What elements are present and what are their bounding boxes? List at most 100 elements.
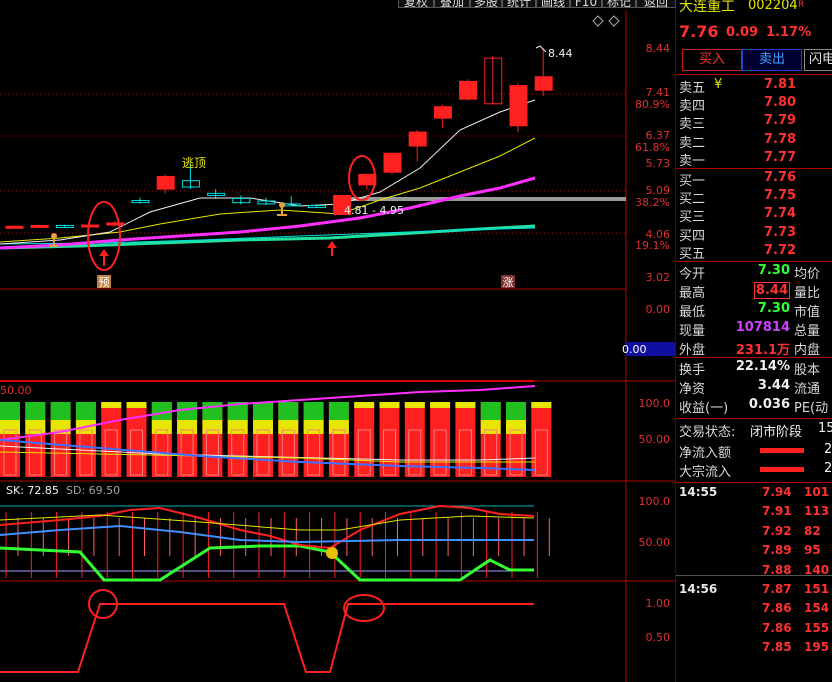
stats-button[interactable]: 统计 bbox=[502, 0, 536, 9]
rise-marker-box bbox=[501, 275, 515, 288]
tick-row[interactable]: 7.88 140 bbox=[676, 563, 832, 582]
sk-bar bbox=[410, 512, 424, 578]
kd-magenta-line bbox=[0, 385, 536, 441]
scale-label: 0.50 bbox=[645, 631, 671, 644]
kd-bar bbox=[25, 402, 46, 477]
trade-status-value: 闭市阶段 bbox=[750, 425, 803, 440]
sk-bar bbox=[486, 512, 500, 578]
kd-bar bbox=[506, 402, 526, 477]
support-band bbox=[340, 197, 626, 201]
ask-row[interactable]: 卖五 ¥7.81 bbox=[676, 77, 832, 96]
ask-row[interactable]: 卖二 7.78 bbox=[676, 132, 832, 151]
fund-row[interactable]: 净资 3.44 流通 bbox=[676, 378, 832, 397]
scale-label: 6.37 bbox=[645, 129, 671, 142]
up-arrow-icon bbox=[327, 241, 337, 256]
tick-row[interactable]: 14:56 7.87 151 bbox=[676, 582, 832, 601]
candle bbox=[30, 224, 49, 228]
bid-row[interactable]: 买四 7.73 bbox=[676, 225, 832, 244]
sk-bar bbox=[233, 512, 247, 578]
tick-row[interactable]: 7.92 82 bbox=[676, 524, 832, 543]
sk-bar bbox=[132, 512, 145, 578]
multi-stock-button[interactable]: 多股 bbox=[470, 0, 502, 9]
kd-bar bbox=[480, 402, 501, 477]
kd-yellow-line bbox=[0, 451, 535, 463]
fuquan-button[interactable]: 复权 bbox=[398, 0, 434, 9]
ask-price: 7.81 bbox=[764, 77, 797, 92]
kd-bar bbox=[328, 402, 349, 477]
ask-level-label: 卖五 bbox=[679, 81, 706, 96]
bid-row[interactable]: 买五 7.72 bbox=[676, 243, 832, 262]
stat-value: 231.1万 bbox=[735, 343, 790, 358]
stat-row[interactable]: 外盘 231.1万 内盘 bbox=[676, 339, 832, 358]
flow-row[interactable]: 大宗流入 2 bbox=[676, 461, 832, 480]
stat-row[interactable]: 最高 8.44 量比 bbox=[676, 282, 832, 301]
flow-bar bbox=[760, 448, 804, 453]
draw-line-button[interactable]: 画线 bbox=[536, 0, 570, 9]
tick-price: 7.87 bbox=[762, 582, 792, 596]
kd-bar bbox=[101, 402, 122, 477]
ask-row[interactable]: 卖四 7.80 bbox=[676, 95, 832, 114]
fund-label-secondary: 股本 bbox=[794, 363, 821, 378]
ask-row[interactable]: 卖一 7.77 bbox=[676, 150, 832, 169]
sk-bar bbox=[157, 512, 171, 578]
range-label: 4.81 - 4.95 bbox=[344, 204, 404, 217]
stat-row[interactable]: 现量 107814 总量 bbox=[676, 320, 832, 339]
ask-row[interactable]: 卖三 7.79 bbox=[676, 113, 832, 132]
fund-row[interactable]: 收益(一) 0.036 PE(动 bbox=[676, 397, 832, 416]
mark-button[interactable]: 标记 bbox=[602, 0, 636, 9]
candle-group bbox=[5, 48, 553, 229]
f10-button[interactable]: F10 bbox=[570, 0, 602, 9]
tick-row[interactable]: 7.86 154 bbox=[676, 601, 832, 620]
buy-button[interactable]: 买入 bbox=[682, 49, 742, 71]
up-arrow-icon bbox=[99, 249, 109, 266]
bid-price: 7.72 bbox=[764, 242, 797, 258]
tick-row[interactable]: 7.91 113 bbox=[676, 504, 832, 523]
candle bbox=[534, 48, 553, 97]
bid-row[interactable]: 买三 7.74 bbox=[676, 206, 832, 225]
fund-row[interactable]: 换手 22.14% 股本 bbox=[676, 359, 832, 378]
tick-row[interactable]: 7.89 95 bbox=[676, 543, 832, 562]
bid-row[interactable]: 买二 7.75 bbox=[676, 188, 832, 207]
sd-label: SD: 69.50 bbox=[66, 484, 121, 497]
stat-row[interactable]: 今开 7.30 均价 bbox=[676, 263, 832, 282]
sell-button[interactable]: 卖出 bbox=[742, 49, 802, 71]
scale-label: 100.0 bbox=[638, 495, 671, 508]
kd-bar-group bbox=[0, 402, 552, 477]
scale-label: 5.09 bbox=[645, 184, 671, 197]
kd-bar bbox=[354, 402, 375, 477]
stat-value: 7.30 bbox=[757, 263, 790, 278]
flow-bar bbox=[760, 467, 804, 472]
sk-bar bbox=[511, 512, 525, 578]
tick-row[interactable]: 14:55 7.94 101 bbox=[676, 485, 832, 504]
stat-row[interactable]: 最低 7.30 市值 bbox=[676, 301, 832, 320]
tick-row[interactable]: 7.85 195 bbox=[676, 640, 832, 659]
highlight-ellipse bbox=[87, 201, 121, 271]
ask-price: 7.80 bbox=[764, 95, 797, 111]
stat-label: 最低 bbox=[679, 305, 706, 320]
kd-bar bbox=[379, 402, 400, 477]
overlay-button[interactable]: 叠加 bbox=[434, 0, 470, 9]
flow-row[interactable]: 净流入额 2 bbox=[676, 442, 832, 461]
bid-row[interactable]: 买一 7.76 bbox=[676, 170, 832, 189]
flow-label: 净流入额 bbox=[679, 446, 732, 461]
kd-bar bbox=[303, 402, 324, 477]
escape-top-label: 逃顶 bbox=[182, 156, 206, 170]
candle bbox=[333, 194, 352, 215]
candle bbox=[55, 224, 74, 228]
sk-blue-line bbox=[0, 524, 534, 544]
sk-bar bbox=[182, 512, 196, 578]
fund-value: 22.14% bbox=[735, 359, 790, 374]
chart-area[interactable]: 预 涨 逃顶 4.81 - 4.95 8.44 bbox=[0, 0, 676, 682]
tick-volume: 151 bbox=[804, 582, 830, 596]
tick-row[interactable]: 7.86 155 bbox=[676, 621, 832, 640]
candle bbox=[156, 174, 175, 194]
sk-bar bbox=[5, 512, 19, 578]
fund-value: 3.44 bbox=[757, 378, 790, 393]
candle bbox=[131, 197, 150, 204]
tick-volume: 155 bbox=[804, 620, 830, 635]
candle bbox=[459, 79, 478, 101]
scale-label: 19.1% bbox=[635, 239, 670, 252]
fund-label-secondary: 流通 bbox=[794, 382, 821, 397]
flash-button[interactable]: 闪电 bbox=[804, 49, 832, 71]
